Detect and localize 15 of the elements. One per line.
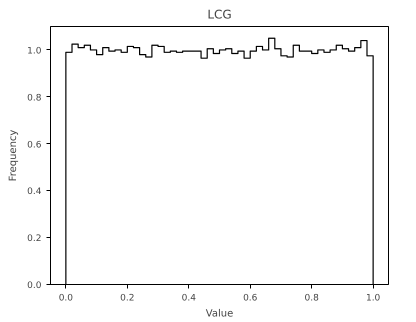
y-tick-label: 0.4 bbox=[27, 187, 42, 198]
y-tick-label: 0.0 bbox=[27, 281, 42, 291]
x-tick-label: 0.4 bbox=[182, 294, 196, 304]
x-tick-label: 0.6 bbox=[243, 294, 258, 304]
y-axis-title: Frequency bbox=[8, 130, 20, 182]
x-axis-title: Value bbox=[206, 308, 234, 320]
chart-title: LCG bbox=[207, 8, 232, 22]
y-tick-label: 0.8 bbox=[27, 93, 42, 104]
y-tick-label: 0.6 bbox=[27, 140, 42, 150]
y-tick-label: 1.0 bbox=[27, 46, 42, 56]
x-tick-label: 0.0 bbox=[58, 294, 74, 304]
x-tick-label: 0.8 bbox=[304, 294, 320, 304]
y-tick-label: 0.2 bbox=[27, 234, 42, 244]
x-tick-label: 1.0 bbox=[366, 294, 381, 304]
x-tick-label: 0.2 bbox=[120, 294, 134, 304]
